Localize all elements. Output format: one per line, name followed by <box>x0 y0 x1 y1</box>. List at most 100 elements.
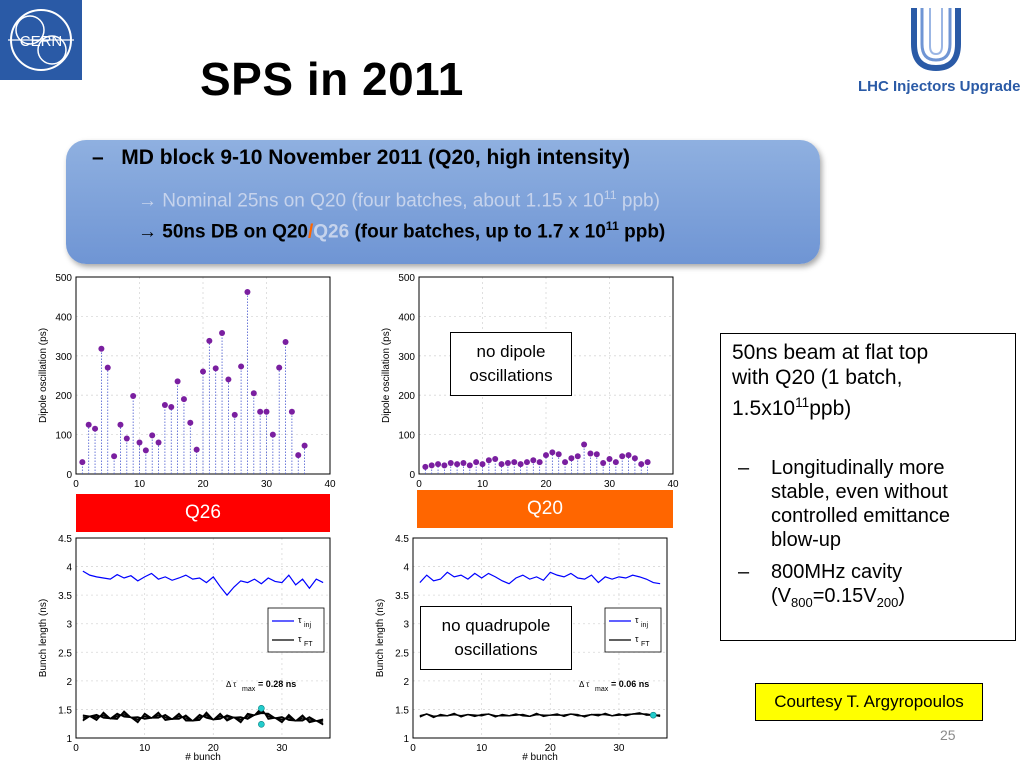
data-point <box>225 376 232 383</box>
md-block-box <box>66 140 820 264</box>
y-tick-label: 2 <box>403 677 409 688</box>
lhc-injectors-upgrade-logo <box>850 4 1020 100</box>
x-axis-label: # bunch <box>522 752 558 763</box>
y-tick-label: 3.5 <box>58 591 72 602</box>
md-line3-text2: (four batches, up to 1.7 x 10 <box>349 221 606 243</box>
data-point <box>638 461 645 468</box>
y-tick-label: 200 <box>55 391 72 402</box>
delta-tau-value: = 0.06 ns <box>611 679 649 689</box>
y-tick-label: 2 <box>66 677 72 688</box>
md-line3-slash: / <box>308 221 314 243</box>
bullet2-close: ) <box>898 585 906 607</box>
y-tick-label: 1.5 <box>395 705 409 716</box>
y-tick-label: 100 <box>55 431 72 442</box>
y-tick-label: 3 <box>403 620 409 631</box>
y-tick-label: 100 <box>398 431 415 442</box>
y-tick-label: 1 <box>403 734 409 745</box>
data-point <box>168 404 175 411</box>
data-point <box>187 419 194 426</box>
x-tick-label: 30 <box>261 479 273 490</box>
plot-frame <box>412 537 668 739</box>
chart-dipole-q26: 0 100 200 300 400 500 0 10 20 30 40 Dipole oscillat… <box>38 273 336 490</box>
x-tick-label: 10 <box>139 743 151 754</box>
data-point <box>117 421 124 428</box>
highlight-marker <box>258 720 265 728</box>
data-point <box>193 446 200 453</box>
data-point <box>422 463 429 470</box>
data-point <box>269 431 276 438</box>
y-tick-label: 200 <box>398 391 415 402</box>
cern-logo: CERN <box>0 0 82 80</box>
delta-tau-annotation: Δ τ <box>579 680 590 689</box>
series-line-ft <box>419 712 661 719</box>
data-point <box>231 411 238 418</box>
data-point <box>606 456 613 463</box>
legend-box <box>604 607 662 653</box>
bullet2-sub2: 200 <box>876 595 899 610</box>
x-tick-label: 0 <box>73 743 79 754</box>
data-point <box>523 459 530 466</box>
x-tick-label: 20 <box>540 479 552 490</box>
page-number: 25 <box>940 727 956 743</box>
y-axis-label: Bunch length (ns) <box>38 599 49 677</box>
data-point <box>263 408 270 415</box>
y-axis-label: Bunch length (ns) <box>375 599 386 677</box>
y-tick-label: 300 <box>398 352 415 363</box>
bullet2-eq: =0.15V <box>812 585 877 607</box>
y-tick-label: 400 <box>55 312 72 323</box>
no-dipole-line2: oscillations <box>469 366 553 385</box>
y-tick-label: 500 <box>398 273 415 284</box>
data-point <box>244 288 251 295</box>
md-line3-suffix: ppb) <box>618 221 666 243</box>
highlight-marker <box>649 711 657 719</box>
md-line3-text: → 50ns DB on Q20 <box>138 221 308 243</box>
highlight-marker <box>258 704 265 712</box>
summary-bullet-2: – 800MHz cavity (V800=0.15V200) <box>738 560 905 615</box>
data-point <box>460 459 467 466</box>
legend-subscript: inj <box>641 622 648 629</box>
data-point <box>104 364 111 371</box>
data-point <box>536 459 543 466</box>
q26-label-bar: Q26 <box>76 494 330 532</box>
y-tick-label: 4.5 <box>395 534 409 545</box>
x-tick-label: 20 <box>545 743 557 754</box>
summary-box: 50ns beam at flat top with Q20 (1 batch,… <box>720 333 1016 641</box>
data-point <box>530 457 537 464</box>
no-dipole-callout: no dipole oscillations <box>450 332 572 396</box>
data-point <box>288 408 295 415</box>
y-tick-label: 300 <box>55 352 72 363</box>
data-point <box>435 461 442 468</box>
data-point <box>447 459 454 466</box>
data-point <box>257 408 264 415</box>
x-tick-label: 0 <box>416 479 422 490</box>
bullet2-sub1: 800 <box>791 595 813 610</box>
no-quadrupole-callout: no quadrupole oscillations <box>420 606 572 670</box>
bullet1-line3: controlled emittance <box>771 505 950 527</box>
legend-subscript: inj <box>304 622 311 629</box>
data-point <box>276 364 283 371</box>
data-point <box>85 421 92 428</box>
delta-tau-annotation: Δ τ <box>226 680 237 689</box>
data-point <box>587 450 594 457</box>
y-tick-label: 0 <box>409 470 415 481</box>
data-point <box>155 439 162 446</box>
data-point <box>631 455 638 462</box>
x-axis-label: # bunch <box>185 752 221 763</box>
delta-tau-subscript: max <box>242 686 256 693</box>
x-tick-label: 20 <box>208 743 220 754</box>
summary-line3-suffix: ppb) <box>809 397 852 420</box>
plot-frame <box>75 276 331 475</box>
data-point <box>301 442 308 449</box>
y-tick-label: 500 <box>55 273 72 284</box>
md-line2-suffix: ppb) <box>616 190 660 212</box>
data-point <box>600 459 607 466</box>
series-line-inj <box>82 570 324 597</box>
summary-line3-text: 1.5x10 <box>732 397 796 420</box>
cern-logo-text: CERN <box>20 33 63 50</box>
x-tick-label: 0 <box>410 743 416 754</box>
data-point <box>498 461 505 468</box>
summary-line1: 50ns beam at flat top <box>732 341 929 364</box>
data-point <box>295 452 302 459</box>
data-point <box>149 432 156 439</box>
data-point <box>485 457 492 464</box>
